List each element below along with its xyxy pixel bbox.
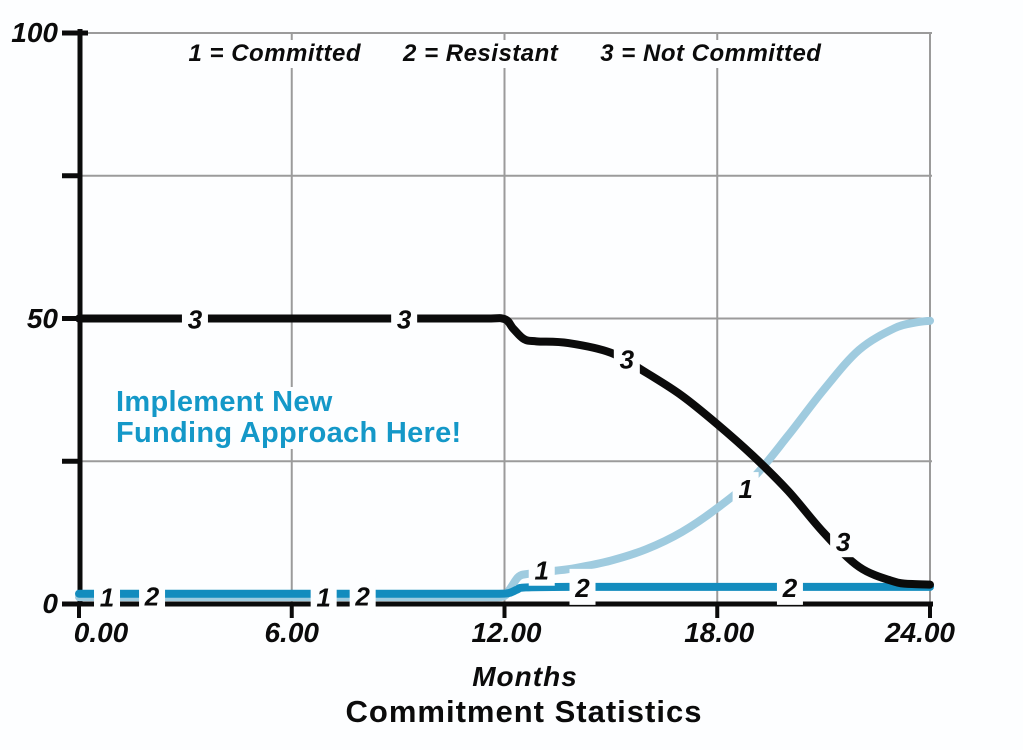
curve-label-box — [528, 553, 555, 586]
legend-item: 2 = Resistant — [400, 40, 562, 68]
legend: 1 = Committed 2 = Resistant 3 = Not Commit… — [80, 40, 930, 68]
series-line-resistant — [75, 582, 934, 598]
curve-label-box — [613, 342, 640, 375]
y-tick-label: 50 — [26, 302, 58, 334]
curve-label-box — [732, 472, 759, 505]
curve-label-box — [830, 525, 857, 558]
curve-label-box — [310, 578, 337, 615]
curve-label: 3 — [836, 527, 851, 557]
x-tick-label: 24.00 — [884, 617, 956, 648]
curve-label-box — [181, 302, 208, 335]
curve-label-box — [776, 568, 803, 605]
curve-label: 2 — [782, 573, 798, 603]
x-tick-label: 0.00 — [73, 617, 129, 648]
curve-label: 3 — [620, 344, 635, 374]
annotation-note: Implement New Funding Approach Here! — [114, 386, 464, 449]
legend-item: 3 = Not Committed — [597, 40, 825, 68]
curve-label: 2 — [574, 573, 590, 603]
curve-label: 3 — [188, 305, 203, 335]
curve-label: 2 — [354, 581, 370, 611]
curve-label-box — [391, 302, 418, 335]
annotation-line-1: Implement New — [114, 386, 335, 418]
curve-label-box — [139, 577, 166, 614]
curve-label: 1 — [100, 583, 114, 613]
y-tick-label: 100 — [11, 17, 58, 48]
curve-label-box — [569, 568, 596, 605]
y-tick-label: 0 — [42, 588, 58, 619]
curve-label: 3 — [397, 305, 412, 335]
curve-label-box — [349, 577, 376, 614]
curve-label-box — [94, 578, 121, 615]
curve-label: 2 — [144, 581, 160, 611]
annotation-line-2: Funding Approach Here! — [114, 417, 464, 449]
curve-label: 1 — [534, 556, 548, 586]
curve-label: 1 — [316, 583, 330, 613]
curve-label: 1 — [738, 474, 752, 504]
x-tick-label: 12.00 — [471, 617, 542, 648]
legend-item: 1 = Committed — [185, 40, 365, 68]
chart-title: Commitment Statistics — [345, 694, 703, 729]
x-tick-label: 18.00 — [684, 617, 755, 648]
x-tick-label: 6.00 — [264, 617, 319, 648]
x-axis-title: Months — [472, 661, 578, 692]
